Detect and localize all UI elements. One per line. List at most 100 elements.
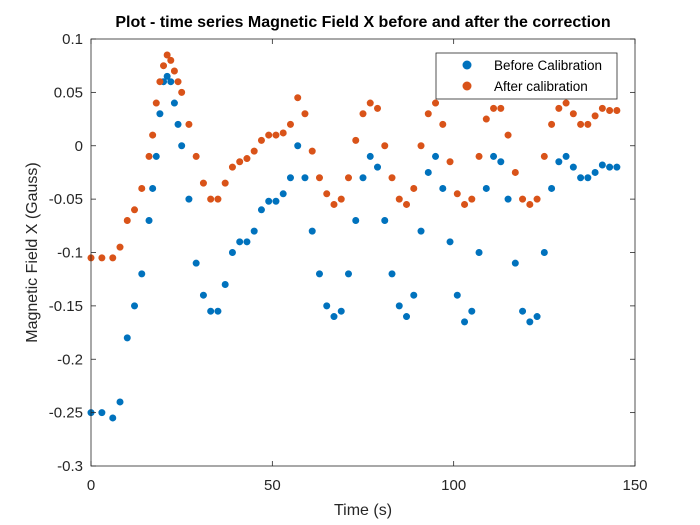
data-point bbox=[265, 197, 273, 205]
data-point bbox=[461, 200, 469, 208]
data-point bbox=[613, 107, 621, 115]
data-point bbox=[243, 238, 251, 246]
data-point bbox=[344, 270, 352, 278]
data-point bbox=[214, 307, 222, 315]
series-before-calibration bbox=[87, 72, 621, 422]
data-point bbox=[562, 99, 570, 107]
data-point bbox=[359, 110, 367, 118]
data-point bbox=[160, 62, 168, 70]
data-point bbox=[315, 270, 323, 278]
data-point bbox=[562, 152, 570, 160]
data-point bbox=[395, 195, 403, 203]
data-point bbox=[432, 99, 440, 107]
data-point bbox=[533, 195, 541, 203]
data-point bbox=[138, 184, 146, 192]
data-point bbox=[555, 158, 563, 166]
data-point bbox=[468, 307, 476, 315]
data-point bbox=[352, 216, 360, 224]
data-point bbox=[555, 104, 563, 112]
data-point bbox=[569, 163, 577, 171]
data-point bbox=[337, 307, 345, 315]
data-point bbox=[192, 259, 200, 267]
data-point bbox=[170, 67, 178, 75]
data-point bbox=[606, 107, 614, 115]
data-point bbox=[388, 270, 396, 278]
data-point bbox=[98, 254, 106, 262]
data-point bbox=[577, 174, 585, 182]
legend-label-before-calibration: Before Calibration bbox=[494, 58, 602, 73]
data-point bbox=[156, 110, 164, 118]
data-point bbox=[214, 195, 222, 203]
data-point bbox=[410, 184, 418, 192]
data-point bbox=[207, 195, 215, 203]
data-point bbox=[584, 174, 592, 182]
data-point bbox=[374, 163, 382, 171]
x-tick-label: 100 bbox=[441, 477, 466, 494]
data-point bbox=[323, 302, 331, 310]
x-tick-label: 50 bbox=[264, 477, 281, 494]
data-point bbox=[526, 200, 534, 208]
data-point bbox=[98, 409, 106, 417]
y-tick-label: 0.05 bbox=[54, 84, 83, 101]
data-point bbox=[178, 142, 186, 150]
data-point bbox=[301, 110, 309, 118]
y-tick-label: -0.05 bbox=[49, 191, 83, 208]
data-point bbox=[149, 184, 157, 192]
x-tick-label: 150 bbox=[622, 477, 647, 494]
data-point bbox=[475, 249, 483, 257]
series-layer bbox=[87, 51, 621, 422]
y-tick-label: 0 bbox=[75, 138, 83, 155]
data-point bbox=[243, 155, 251, 163]
data-point bbox=[504, 131, 512, 139]
data-point bbox=[548, 120, 556, 128]
x-axis-label: Time (s) bbox=[334, 502, 392, 519]
y-tick-label: -0.3 bbox=[57, 458, 83, 475]
data-point bbox=[381, 142, 389, 150]
data-point bbox=[185, 120, 193, 128]
data-point bbox=[497, 158, 505, 166]
data-point bbox=[482, 115, 490, 123]
y-tick-label: -0.25 bbox=[49, 405, 83, 422]
data-point bbox=[149, 131, 157, 139]
data-point bbox=[519, 307, 527, 315]
data-point bbox=[294, 94, 302, 102]
data-point bbox=[163, 51, 171, 59]
data-point bbox=[250, 227, 258, 235]
data-point bbox=[152, 152, 160, 160]
data-point bbox=[116, 243, 124, 251]
data-point bbox=[511, 259, 519, 267]
chart-title: Plot - time series Magnetic Field X befo… bbox=[115, 14, 610, 31]
data-point bbox=[228, 163, 236, 171]
y-tick-label: -0.2 bbox=[57, 351, 83, 368]
data-point bbox=[606, 163, 614, 171]
data-point bbox=[337, 195, 345, 203]
data-point bbox=[453, 190, 461, 198]
data-point bbox=[221, 281, 229, 289]
data-point bbox=[192, 152, 200, 160]
y-axis-label: Magnetic Field X (Gauss) bbox=[24, 162, 41, 343]
data-point bbox=[170, 99, 178, 107]
data-point bbox=[439, 184, 447, 192]
data-point bbox=[344, 174, 352, 182]
data-point bbox=[366, 99, 374, 107]
data-point bbox=[403, 200, 411, 208]
data-point bbox=[526, 318, 534, 326]
series-after-calibration bbox=[87, 51, 621, 262]
data-point bbox=[403, 313, 411, 321]
data-point bbox=[257, 136, 265, 144]
data-point bbox=[109, 414, 117, 422]
y-tick-label: -0.15 bbox=[49, 298, 83, 315]
data-point bbox=[167, 56, 175, 64]
data-point bbox=[591, 168, 599, 176]
data-point bbox=[199, 179, 207, 187]
data-point bbox=[395, 302, 403, 310]
data-point bbox=[308, 227, 316, 235]
data-point bbox=[591, 112, 599, 120]
data-point bbox=[116, 398, 124, 406]
data-point bbox=[533, 313, 541, 321]
y-tick-label: -0.1 bbox=[57, 245, 83, 262]
data-point bbox=[272, 197, 280, 205]
data-point bbox=[228, 249, 236, 257]
data-point bbox=[286, 120, 294, 128]
